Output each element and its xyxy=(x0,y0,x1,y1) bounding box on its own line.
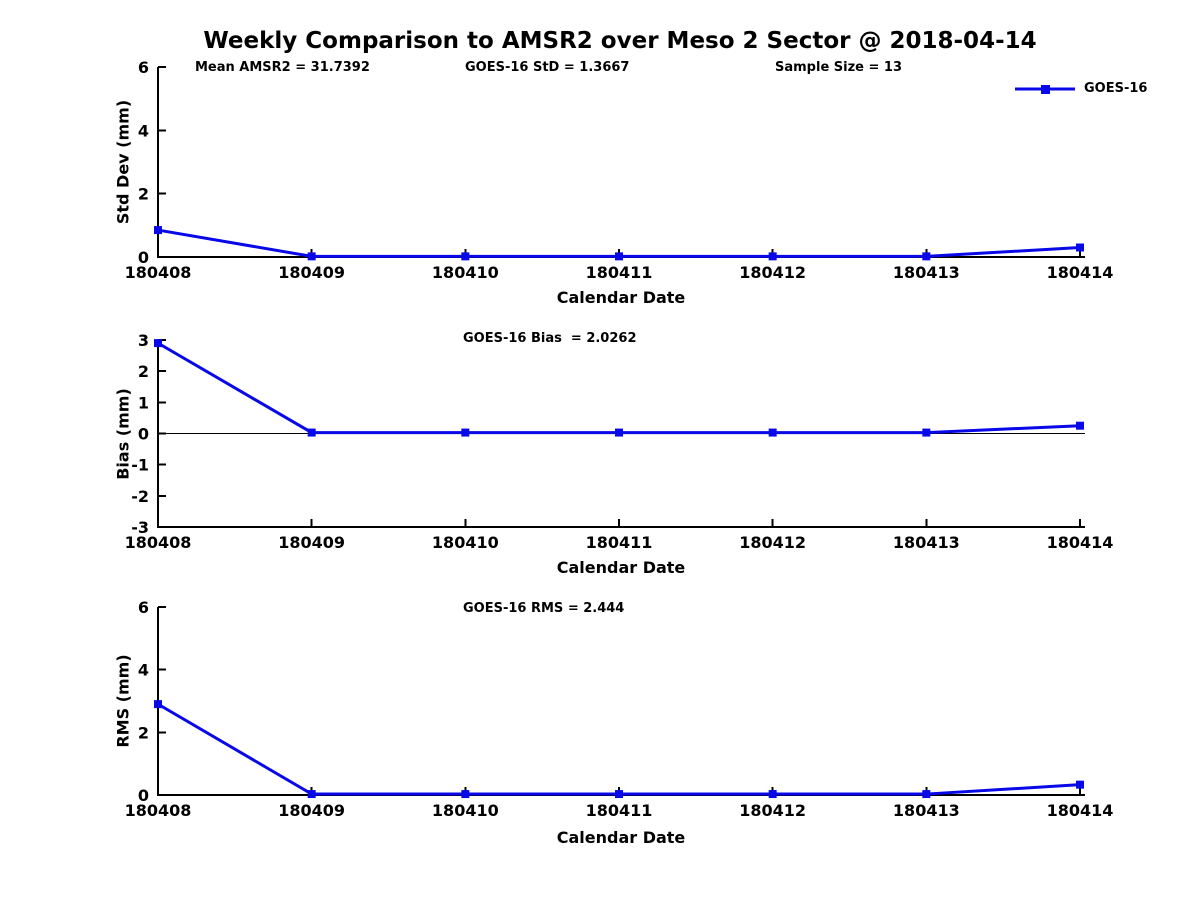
annotation: Sample Size = 13 xyxy=(775,60,902,75)
x-tick-label: 180411 xyxy=(586,533,653,552)
annotation: Mean AMSR2 = 31.7392 xyxy=(195,60,370,75)
data-point-marker xyxy=(1076,243,1084,252)
data-point-marker xyxy=(768,428,777,437)
data-point-marker xyxy=(154,226,162,235)
y-tick-label: 0 xyxy=(138,786,149,805)
x-tick-label: 180411 xyxy=(586,263,653,282)
x-tick-label: 180412 xyxy=(739,533,806,552)
x-tick-label: 180408 xyxy=(125,801,192,820)
x-tick-label: 180410 xyxy=(432,533,499,552)
data-point-marker xyxy=(922,428,931,437)
data-point-marker xyxy=(461,428,470,437)
data-point-marker xyxy=(615,252,623,261)
y-tick-label: 6 xyxy=(138,58,149,77)
figure-title: Weekly Comparison to AMSR2 over Meso 2 S… xyxy=(203,28,1037,54)
data-point-marker xyxy=(922,252,931,261)
x-tick-label: 180414 xyxy=(1047,533,1114,552)
y-tick-label: 3 xyxy=(138,331,149,350)
x-tick-label: 180410 xyxy=(432,263,499,282)
data-point-marker xyxy=(615,790,623,799)
x-tick-label: 180413 xyxy=(893,801,960,820)
x-tick-label: 180410 xyxy=(432,801,499,820)
x-tick-label: 180414 xyxy=(1047,801,1114,820)
x-tick-label: 180412 xyxy=(739,801,806,820)
y-axis-label-std-dev: Std Dev (mm) xyxy=(113,99,133,225)
x-tick-label: 180408 xyxy=(125,533,192,552)
annotation: GOES-16 Bias = 2.0262 xyxy=(463,331,637,346)
y-tick-label: -3 xyxy=(131,518,149,537)
x-tick-label: 180411 xyxy=(586,801,653,820)
data-point-marker xyxy=(307,428,316,437)
y-tick-label: 0 xyxy=(138,248,149,267)
data-point-marker xyxy=(461,252,470,261)
subplot-3: 0 2 4 6 180408 180409 180410 180411 180412 180413… xyxy=(125,598,1114,820)
x-tick-label: 180412 xyxy=(739,263,806,282)
y-tick-label: 1 xyxy=(138,393,149,412)
legend: GOES-16 xyxy=(1013,81,1147,96)
y-tick-label: 2 xyxy=(138,362,149,381)
data-point-marker xyxy=(615,428,623,437)
data-point-marker xyxy=(768,790,777,799)
data-point-marker xyxy=(1076,421,1084,430)
data-point-marker xyxy=(461,790,470,799)
x-tick-label: 180409 xyxy=(278,533,345,552)
y-tick-label: 6 xyxy=(138,598,149,617)
data-point-marker xyxy=(154,339,162,348)
series-line-goes-16 xyxy=(157,702,1081,796)
x-tick-label: 180409 xyxy=(278,263,345,282)
legend-label: GOES-16 xyxy=(1084,81,1148,96)
data-point-marker xyxy=(307,252,316,261)
y-axis-label-rms: RMS (mm) xyxy=(113,654,133,748)
y-tick-label: 2 xyxy=(138,723,149,742)
y-axis-label-bias: Bias (mm) xyxy=(113,388,133,480)
x-axis-label-top: Calendar Date xyxy=(556,288,686,307)
subplot-1: 0 2 4 6 180408 180409 180410 180411 180412 180413… xyxy=(125,58,1114,282)
x-tick-label: 180414 xyxy=(1047,263,1114,282)
y-tick-label: 4 xyxy=(138,661,149,680)
x-axis-label-bottom: Calendar Date xyxy=(556,828,686,847)
data-point-marker xyxy=(307,790,316,799)
annotation: GOES-16 StD = 1.3667 xyxy=(465,60,629,75)
y-tick-label: 0 xyxy=(138,425,149,444)
subplot-2: -3 -2 -1 0 1 2 3 180408 180409 180410 180411 180412… xyxy=(125,331,1114,552)
y-tick-label: -1 xyxy=(131,456,149,475)
x-tick-label: 180413 xyxy=(893,263,960,282)
y-tick-label: 2 xyxy=(138,185,149,204)
x-tick-label: 180408 xyxy=(125,263,192,282)
legend-line-icon xyxy=(1015,84,1075,94)
annotation: GOES-16 RMS = 2.444 xyxy=(463,601,624,616)
x-axis-label-middle: Calendar Date xyxy=(556,558,686,577)
data-point-marker xyxy=(922,790,931,799)
data-point-marker xyxy=(1076,780,1084,789)
data-point-marker xyxy=(768,252,777,261)
series-line-goes-16 xyxy=(157,341,1081,435)
y-tick-label: -2 xyxy=(131,487,149,506)
x-tick-label: 180409 xyxy=(278,801,345,820)
y-tick-label: 4 xyxy=(138,121,149,140)
data-point-marker xyxy=(154,700,162,709)
x-tick-label: 180413 xyxy=(893,533,960,552)
